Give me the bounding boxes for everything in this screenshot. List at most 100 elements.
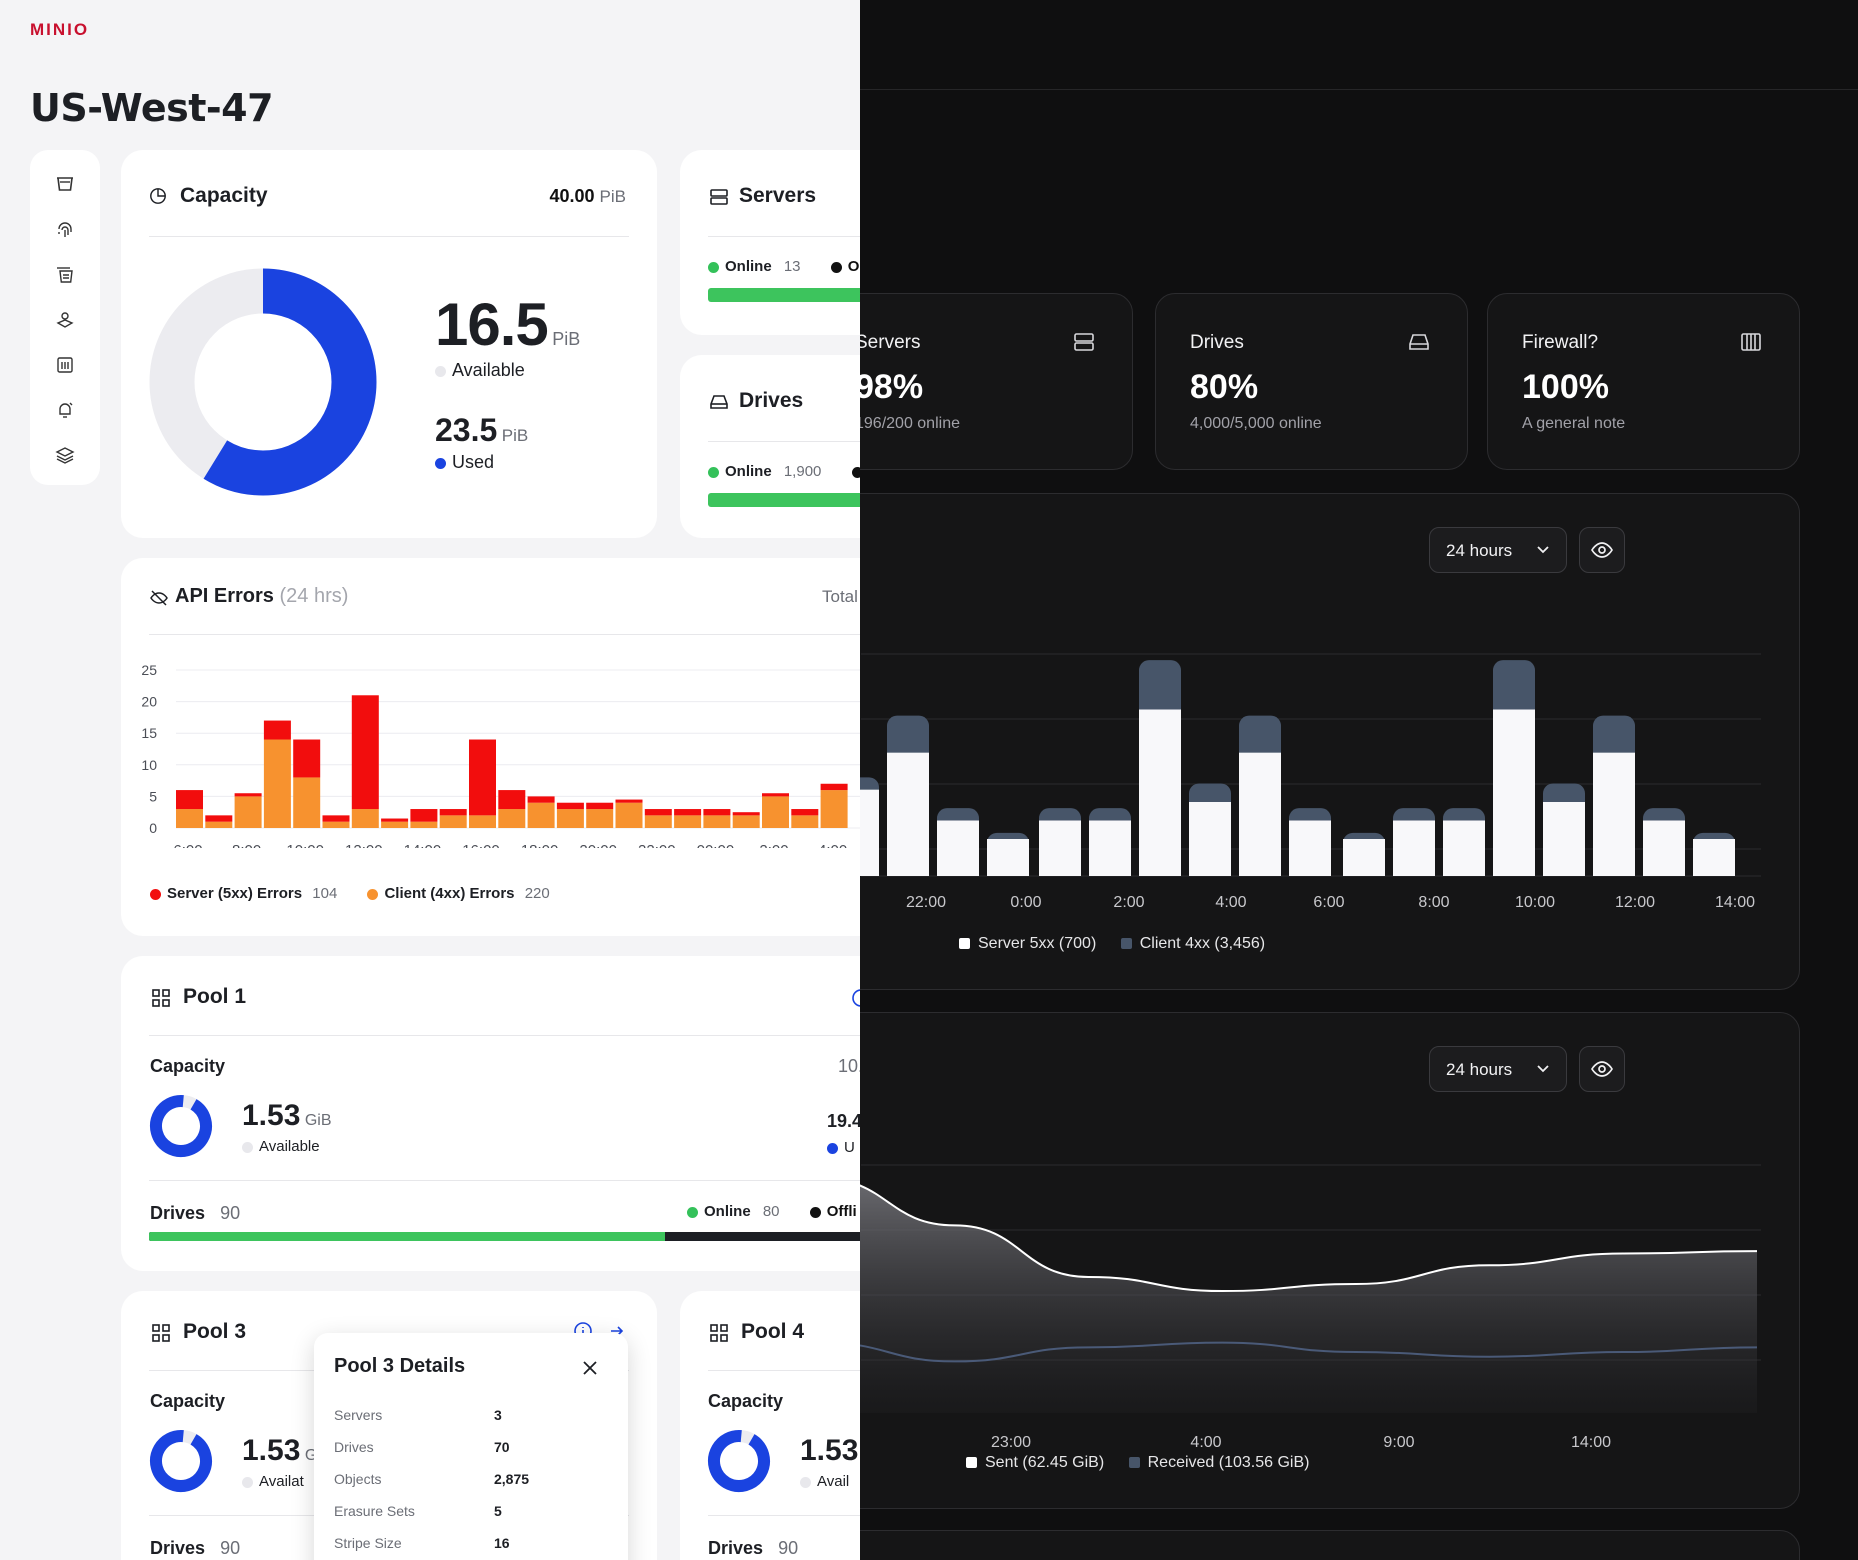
pool3-available-value: 1.53 bbox=[242, 1434, 301, 1467]
network-visibility-button[interactable] bbox=[1579, 1046, 1625, 1092]
dark-firewall-card: Firewall? 100% A general note bbox=[1487, 293, 1800, 470]
y-tick-label: 20 bbox=[141, 694, 157, 710]
client-4xx-legend-swatch bbox=[1120, 938, 1132, 950]
drive-icon bbox=[710, 395, 728, 409]
bar-base bbox=[860, 872, 879, 876]
bar-base bbox=[1039, 872, 1081, 876]
bar-base bbox=[937, 872, 979, 876]
close-icon[interactable] bbox=[581, 1359, 599, 1377]
server-error-bar bbox=[732, 812, 760, 816]
network-range-select[interactable]: 24 hours bbox=[1429, 1046, 1567, 1092]
page-title: US-West-47 bbox=[30, 86, 274, 130]
client-error-bar bbox=[586, 809, 614, 828]
pool1-title: Pool 1 bbox=[183, 985, 247, 1008]
bucket-icon[interactable] bbox=[55, 174, 75, 194]
server-icon bbox=[710, 189, 728, 205]
client-error-bar bbox=[556, 809, 584, 828]
bar-base bbox=[1189, 872, 1231, 876]
pool3-title: Pool 3 bbox=[183, 1320, 247, 1343]
x-tick-label: 4:00 bbox=[1190, 1434, 1221, 1451]
notification-icon[interactable] bbox=[55, 400, 75, 420]
client-error-bar bbox=[410, 821, 438, 828]
sent-line bbox=[860, 1184, 1758, 1293]
errors-bar-chart: 22:00 0:00 2:00 4:00 6:00 8:00 10:00 12:00 14:00 bbox=[860, 653, 1761, 911]
dark-drives-note: 4,000/5,000 online bbox=[1190, 415, 1322, 432]
pool1-used-value: 19.4 bbox=[827, 1111, 860, 1131]
x-tick-label: 0:00 bbox=[1010, 894, 1041, 911]
eye-icon bbox=[1591, 542, 1613, 558]
client-error-bar bbox=[762, 796, 789, 828]
pool3-details-popover: Pool 3 Details Servers 3 Drives 70 Objec… bbox=[314, 1333, 628, 1560]
top-divider bbox=[860, 89, 1858, 90]
x-tick-label: 14:00 bbox=[404, 842, 442, 848]
errors-visibility-button[interactable] bbox=[1579, 527, 1625, 573]
bar-base bbox=[1139, 872, 1181, 876]
used-dot bbox=[435, 457, 446, 469]
server-error-bar bbox=[469, 739, 496, 816]
x-tick-label: 4:00 bbox=[1215, 894, 1246, 911]
x-tick-label: 23:00 bbox=[991, 1434, 1031, 1451]
bar-base bbox=[1493, 872, 1535, 876]
servers-online-count: 13 bbox=[783, 258, 801, 275]
server-error-bar bbox=[381, 818, 409, 822]
x-tick-label: 14:00 bbox=[1715, 894, 1755, 911]
client-error-bar bbox=[615, 802, 643, 828]
pool4-donut bbox=[708, 1430, 770, 1492]
capacity-title: Capacity bbox=[180, 184, 268, 207]
monitoring-icon[interactable] bbox=[55, 355, 75, 375]
client-error-bar bbox=[381, 821, 409, 828]
chevron-down-icon bbox=[1537, 1065, 1549, 1073]
buckets-stack-icon[interactable] bbox=[55, 265, 75, 285]
details-stripe-size-label: Stripe Size bbox=[334, 1535, 402, 1551]
bar-base bbox=[887, 872, 929, 876]
available-label: Available bbox=[452, 360, 525, 380]
bar-base bbox=[1393, 872, 1435, 876]
client-error-bar bbox=[351, 809, 379, 828]
eye-icon bbox=[1591, 1061, 1613, 1077]
bar-base bbox=[1443, 872, 1485, 876]
server-5xx-bar bbox=[887, 752, 929, 876]
layers-icon[interactable] bbox=[55, 445, 75, 465]
server-error-bar bbox=[293, 739, 321, 778]
pool4-title: Pool 4 bbox=[741, 1320, 805, 1343]
servers-offline-label: O bbox=[847, 258, 860, 275]
dark-partial-card bbox=[860, 1530, 1800, 1560]
bar-base bbox=[1343, 872, 1385, 876]
grid-icon bbox=[152, 1324, 170, 1342]
server-error-bar bbox=[439, 809, 467, 816]
server-5xx-bar bbox=[1089, 820, 1131, 876]
errors-range-select[interactable]: 24 hours bbox=[1429, 527, 1567, 573]
details-drives-label: Drives bbox=[334, 1439, 374, 1455]
identity-icon[interactable] bbox=[55, 310, 75, 330]
y-tick-label: 5 bbox=[149, 788, 157, 804]
bar-base bbox=[1239, 872, 1281, 876]
client-error-bar bbox=[644, 815, 672, 828]
sent-legend-swatch bbox=[966, 1457, 977, 1469]
server-5xx-bar bbox=[1343, 839, 1385, 876]
info-icon[interactable] bbox=[851, 988, 860, 1008]
pool1-online-fill bbox=[149, 1232, 665, 1241]
pool1-online-label: Online bbox=[704, 1203, 751, 1220]
dark-drives-title: Drives bbox=[1190, 332, 1244, 353]
client-error-bar bbox=[176, 809, 203, 828]
bar-base bbox=[1089, 872, 1131, 876]
server-5xx-bar bbox=[1493, 709, 1535, 876]
server-5xx-bar bbox=[1443, 820, 1485, 876]
pool3-drives-label: Drives bbox=[150, 1538, 206, 1558]
drives-online-label: Online bbox=[725, 463, 772, 480]
pool4-available-label: Avail bbox=[817, 1473, 850, 1490]
server-5xx-bar bbox=[1189, 802, 1231, 876]
servers-card: Servers Online 13 O bbox=[680, 150, 860, 335]
pool3-donut bbox=[150, 1430, 212, 1492]
server-error-bar bbox=[410, 809, 438, 822]
capacity-used-arc bbox=[149, 268, 377, 496]
server-5xx-legend-swatch bbox=[959, 938, 970, 950]
pool1-available-label: Available bbox=[259, 1138, 320, 1155]
server-error-bar bbox=[234, 793, 262, 797]
pool1-online-count: 80 bbox=[762, 1203, 780, 1220]
server-error-bar bbox=[205, 815, 233, 822]
fingerprint-icon[interactable] bbox=[55, 220, 75, 240]
client-errors-legend-label: Client (4xx) Errors bbox=[384, 885, 515, 902]
pool1-available-unit: GiB bbox=[304, 1112, 332, 1129]
received-legend-label: Received (103.56 GiB) bbox=[1147, 1454, 1310, 1471]
